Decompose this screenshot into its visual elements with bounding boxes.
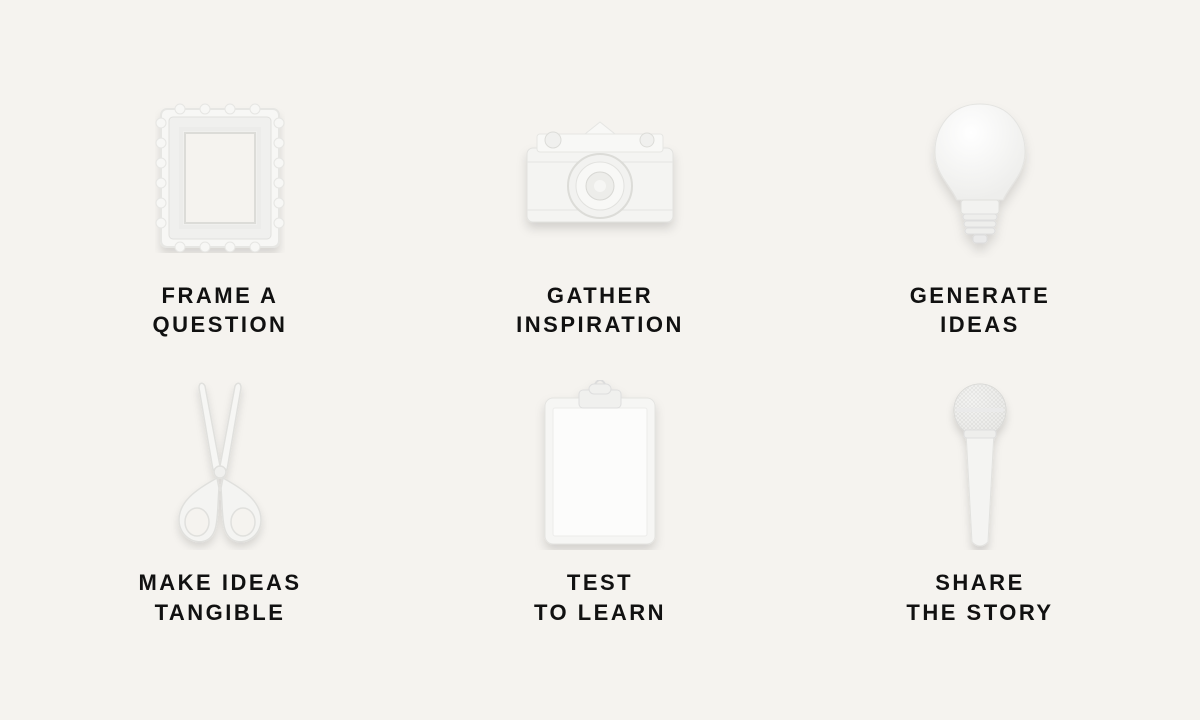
infographic-grid: FRAME A QUESTION bbox=[90, 93, 1110, 628]
step-share-story: SHARE THE STORY bbox=[850, 380, 1110, 627]
clipboard-icon bbox=[515, 380, 685, 550]
step-make-tangible: MAKE IDEAS TANGIBLE bbox=[90, 380, 350, 627]
step-frame-question: FRAME A QUESTION bbox=[90, 93, 350, 340]
step-test-to-learn: TEST TO LEARN bbox=[470, 380, 730, 627]
step-label: GENERATE IDEAS bbox=[910, 281, 1051, 340]
lightbulb-icon bbox=[895, 93, 1065, 263]
microphone-icon bbox=[895, 380, 1065, 550]
step-generate-ideas: GENERATE IDEAS bbox=[850, 93, 1110, 340]
step-label: SHARE THE STORY bbox=[906, 568, 1053, 627]
step-label: FRAME A QUESTION bbox=[153, 281, 288, 340]
step-label: GATHER INSPIRATION bbox=[516, 281, 684, 340]
step-label: MAKE IDEAS TANGIBLE bbox=[138, 568, 301, 627]
step-gather-inspiration: GATHER INSPIRATION bbox=[470, 93, 730, 340]
camera-icon bbox=[515, 93, 685, 263]
scissors-icon bbox=[135, 380, 305, 550]
step-label: TEST TO LEARN bbox=[534, 568, 666, 627]
picture-frame-icon bbox=[135, 93, 305, 263]
